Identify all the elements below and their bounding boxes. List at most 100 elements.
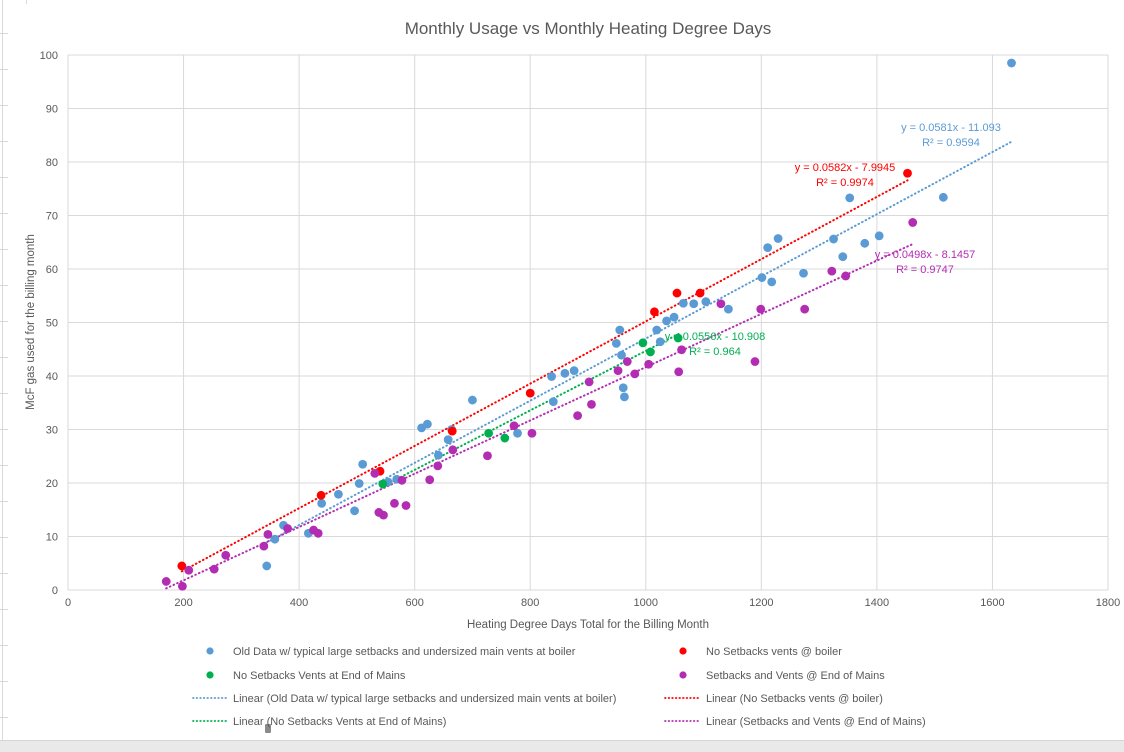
data-point-series-1[interactable] (525, 388, 535, 398)
legend-item-label[interactable]: Linear (No Setbacks vents @ boiler) (706, 693, 883, 705)
data-point-series-3[interactable] (509, 421, 519, 431)
legend-marker-icon[interactable] (679, 671, 687, 679)
data-point-series-3[interactable] (827, 266, 837, 276)
data-point-series-3[interactable] (209, 564, 219, 574)
data-point-series-2[interactable] (646, 347, 655, 357)
data-point-series-0[interactable] (547, 372, 556, 381)
data-point-series-0[interactable] (618, 383, 628, 393)
data-point-series-1[interactable] (672, 288, 682, 298)
data-point-series-3[interactable] (283, 524, 292, 533)
data-point-series-0[interactable] (689, 299, 699, 309)
legend-item-label[interactable]: Linear (Setbacks and Vents @ End of Main… (706, 716, 926, 728)
trendline-equation-series-1[interactable]: y = 0.0582x - 7.9945 (795, 162, 896, 174)
chart-title[interactable]: Monthly Usage vs Monthly Heating Degree … (404, 19, 772, 38)
data-point-series-0[interactable] (560, 368, 570, 378)
data-point-series-1[interactable] (447, 426, 457, 436)
data-point-series-1[interactable] (316, 490, 326, 500)
data-point-series-0[interactable] (433, 450, 443, 460)
data-point-series-0[interactable] (443, 435, 453, 445)
data-point-series-3[interactable] (161, 577, 171, 586)
data-point-series-0[interactable] (548, 397, 558, 407)
data-point-series-3[interactable] (573, 411, 582, 420)
data-point-series-3[interactable] (716, 299, 726, 309)
data-point-series-0[interactable] (513, 428, 522, 438)
data-point-series-3[interactable] (178, 581, 187, 591)
data-point-series-0[interactable] (829, 234, 838, 244)
data-point-series-3[interactable] (263, 529, 273, 539)
data-point-series-3[interactable] (908, 218, 918, 227)
data-point-series-1[interactable] (650, 307, 659, 317)
data-point-series-0[interactable] (569, 366, 579, 376)
data-point-series-0[interactable] (763, 243, 773, 253)
data-point-series-0[interactable] (317, 498, 327, 508)
data-point-series-0[interactable] (860, 238, 870, 248)
data-point-series-0[interactable] (724, 304, 733, 314)
data-point-series-0[interactable] (358, 459, 368, 469)
data-point-series-2[interactable] (638, 338, 648, 348)
data-point-series-1[interactable] (903, 168, 912, 178)
data-point-series-3[interactable] (644, 359, 654, 369)
data-point-series-0[interactable] (799, 268, 808, 278)
data-point-series-1[interactable] (177, 561, 187, 571)
data-point-series-3[interactable] (313, 528, 323, 538)
data-point-series-0[interactable] (845, 193, 855, 203)
data-point-series-3[interactable] (630, 369, 640, 379)
trendline-equation-series-2[interactable]: y = 0.0556x - 10.908 (665, 331, 766, 343)
data-point-series-3[interactable] (800, 304, 810, 314)
data-point-series-0[interactable] (422, 419, 432, 429)
data-point-series-2[interactable] (673, 333, 683, 343)
data-point-series-0[interactable] (270, 534, 280, 544)
data-point-series-2[interactable] (500, 433, 510, 443)
legend-item-label[interactable]: Linear (Old Data w/ typical large setbac… (233, 693, 616, 705)
data-point-series-0[interactable] (767, 277, 777, 287)
data-point-series-3[interactable] (184, 565, 194, 575)
data-point-series-3[interactable] (433, 461, 443, 471)
legend-item-label[interactable]: Linear (No Setbacks Vents at End of Main… (233, 716, 446, 728)
trendline-equation-series-0[interactable]: y = 0.0581x - 11.093 (901, 122, 1001, 134)
data-point-series-3[interactable] (622, 357, 632, 366)
trendline-r2-series-0[interactable]: R² = 0.9594 (922, 137, 980, 149)
data-point-series-3[interactable] (527, 428, 537, 438)
data-point-series-3[interactable] (221, 550, 231, 560)
trendline-r2-series-2[interactable]: R² = 0.964 (689, 346, 741, 358)
data-point-series-2[interactable] (378, 479, 388, 489)
legend-item-label[interactable]: No Setbacks vents @ boiler (706, 646, 842, 658)
data-point-series-3[interactable] (390, 498, 399, 508)
x-axis-title[interactable]: Heating Degree Days Total for the Billin… (466, 619, 710, 631)
data-point-series-3[interactable] (674, 367, 684, 377)
legend-marker-icon[interactable] (206, 671, 214, 679)
data-point-series-0[interactable] (611, 338, 621, 348)
data-point-series-3[interactable] (677, 345, 686, 355)
data-point-series-3[interactable] (379, 510, 388, 520)
data-point-series-0[interactable] (874, 231, 884, 241)
legend-item-label[interactable]: Setbacks and Vents @ End of Mains (706, 670, 885, 682)
trendline-series-1[interactable] (180, 179, 909, 573)
data-point-series-3[interactable] (397, 475, 407, 485)
data-point-series-0[interactable] (655, 337, 665, 347)
data-point-series-0[interactable] (615, 325, 625, 335)
trendline-r2-series-3[interactable]: R² = 0.9747 (896, 264, 954, 276)
data-point-series-3[interactable] (613, 366, 623, 376)
sheet-bottom-strip[interactable] (0, 740, 1124, 752)
trendline-equation-series-3[interactable]: y = 0.0498x - 8.1457 (875, 249, 976, 261)
data-point-series-0[interactable] (620, 392, 629, 402)
trendline-series-2[interactable] (381, 332, 681, 488)
data-point-series-3[interactable] (483, 451, 492, 461)
data-point-series-3[interactable] (448, 445, 458, 455)
data-point-series-0[interactable] (678, 298, 688, 308)
data-point-series-3[interactable] (756, 304, 766, 314)
data-point-series-0[interactable] (652, 325, 662, 335)
data-point-series-0[interactable] (773, 234, 783, 243)
legend-item-label[interactable]: No Setbacks Vents at End of Mains (233, 670, 406, 682)
data-point-series-0[interactable] (662, 316, 671, 326)
data-point-series-1[interactable] (695, 288, 705, 298)
data-point-series-3[interactable] (587, 399, 596, 409)
trendline-r2-series-1[interactable]: R² = 0.9974 (816, 177, 874, 189)
data-point-series-0[interactable] (669, 312, 679, 322)
data-point-series-0[interactable] (334, 489, 343, 499)
data-point-series-0[interactable] (1007, 58, 1016, 68)
legend-marker-icon[interactable] (206, 647, 214, 655)
data-point-series-0[interactable] (838, 252, 848, 262)
data-point-series-0[interactable] (262, 561, 272, 571)
data-point-series-3[interactable] (584, 377, 594, 387)
